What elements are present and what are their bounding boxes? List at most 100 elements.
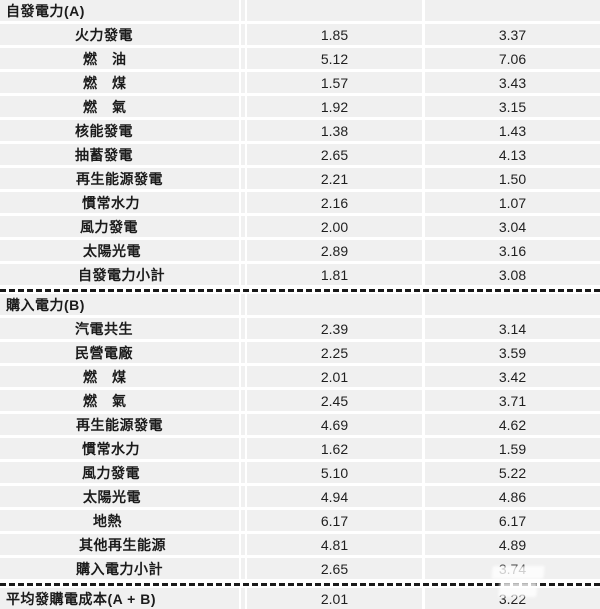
column-spacer [241,462,247,483]
column-spacer [241,588,247,609]
column-spacer [241,510,247,531]
table-row: 慣常水力 1.62 1.59 [0,438,600,462]
cost-value-col1: 4.94 [247,486,425,507]
row-label: 太陽光電 [0,486,241,507]
cost-value-col2: 3.14 [425,318,600,339]
row-label: 燃 煤 [0,72,241,93]
table-row: 購入電力小計 2.65 3.74 [0,558,600,582]
row-label: 民營電廠 [0,342,241,363]
column-spacer [241,342,247,363]
cost-value-col1: 2.25 [247,342,425,363]
cost-value-col1: 4.69 [247,414,425,435]
cost-value-col2: 7.06 [425,48,600,69]
dashed-separator [0,288,600,294]
cost-value-col1: 5.10 [247,462,425,483]
column-spacer [241,264,247,285]
column-spacer [241,120,247,141]
row-label: 購入電力小計 [0,558,241,579]
cost-value-col1: 6.17 [247,510,425,531]
row-label: 其他再生能源 [0,534,241,555]
column-spacer [241,534,247,555]
column-spacer [241,168,247,189]
row-label: 自發電力小計 [0,264,241,285]
column-spacer [241,48,247,69]
column-spacer [241,438,247,459]
cost-value-col2: 3.08 [425,264,600,285]
row-label: 汽電共生 [0,318,241,339]
column-spacer [241,144,247,165]
cost-value-col1: 1.38 [247,120,425,141]
table-row: 民營電廠 2.25 3.59 [0,342,600,366]
column-spacer [241,294,247,315]
column-spacer [241,390,247,411]
cost-value-col2: 3.43 [425,72,600,93]
cost-value-col2: 5.22 [425,462,600,483]
cost-value-col1: 2.39 [247,318,425,339]
row-label: 地熱 [0,510,241,531]
cost-value-col2: 4.89 [425,534,600,555]
table-row: 平均發購電成本(A + B) 2.01 3.22 [0,588,600,609]
cost-value-col2: 3.04 [425,216,600,237]
cost-value-col2: 1.43 [425,120,600,141]
cost-value-col1: 2.16 [247,192,425,213]
table-row: 燃 氣 2.45 3.71 [0,390,600,414]
table-row: 汽電共生 2.39 3.14 [0,318,600,342]
table-row: 購入電力(B) [0,294,600,318]
cost-value-col1: 1.57 [247,72,425,93]
column-spacer [241,240,247,261]
column-spacer [241,558,247,579]
row-label: 慣常水力 [0,438,241,459]
table-row: 再生能源發電 4.69 4.62 [0,414,600,438]
cost-value-col2: 1.50 [425,168,600,189]
cost-value-col2: 3.59 [425,342,600,363]
column-spacer [241,192,247,213]
table-row: 燃 油 5.12 7.06 [0,48,600,72]
table-row: 火力發電 1.85 3.37 [0,24,600,48]
cost-value-col2: 3.42 [425,366,600,387]
cost-value-col2: 3.16 [425,240,600,261]
cost-value-col2: 3.22 [425,588,600,609]
column-spacer [241,72,247,93]
cost-value-col2: 4.13 [425,144,600,165]
cost-value-col1: 4.81 [247,534,425,555]
cost-value-col2 [425,0,600,21]
row-label: 再生能源發電 [0,168,241,189]
cost-value-col2: 4.62 [425,414,600,435]
section-label: 購入電力(B) [0,294,241,315]
cost-value-col1: 2.00 [247,216,425,237]
row-label: 抽蓄發電 [0,144,241,165]
cost-value-col2: 3.15 [425,96,600,117]
column-spacer [241,96,247,117]
section-label: 平均發購電成本(A + B) [0,588,241,609]
row-label: 火力發電 [0,24,241,45]
cost-value-col1: 2.01 [247,366,425,387]
column-spacer [241,318,247,339]
table-row: 燃 煤 2.01 3.42 [0,366,600,390]
table-row: 其他再生能源 4.81 4.89 [0,534,600,558]
row-label: 核能發電 [0,120,241,141]
cost-value-col2: 1.07 [425,192,600,213]
row-label: 再生能源發電 [0,414,241,435]
table-row: 風力發電 2.00 3.04 [0,216,600,240]
column-spacer [241,486,247,507]
column-spacer [241,216,247,237]
column-spacer [241,366,247,387]
cost-value-col1: 2.45 [247,390,425,411]
row-label: 太陽光電 [0,240,241,261]
column-spacer [241,414,247,435]
table-row: 燃 煤 1.57 3.43 [0,72,600,96]
cost-value-col1: 1.92 [247,96,425,117]
table-row: 風力發電 5.10 5.22 [0,462,600,486]
row-label: 慣常水力 [0,192,241,213]
cost-value-col2: 6.17 [425,510,600,531]
table-row: 慣常水力 2.16 1.07 [0,192,600,216]
table-row: 抽蓄發電 2.65 4.13 [0,144,600,168]
row-label: 燃 煤 [0,366,241,387]
cost-value-col1: 2.01 [247,588,425,609]
row-label: 燃 氣 [0,96,241,117]
cost-value-col1: 1.62 [247,438,425,459]
table-row: 太陽光電 2.89 3.16 [0,240,600,264]
cost-value-col1: 1.85 [247,24,425,45]
row-label: 風力發電 [0,216,241,237]
row-label: 燃 氣 [0,390,241,411]
